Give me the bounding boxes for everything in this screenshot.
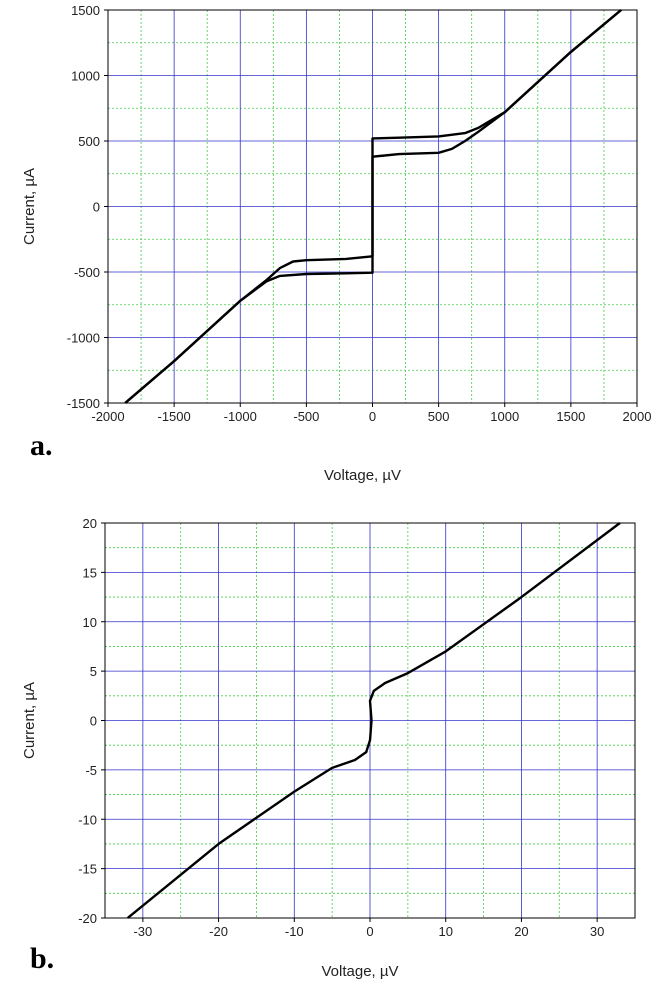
panel-label: b.	[30, 942, 54, 975]
x-tick-label: -10	[285, 924, 304, 939]
iv-curve	[126, 522, 621, 919]
y-tick-label: 1500	[71, 3, 100, 18]
y-tick-label: 5	[90, 664, 97, 679]
y-tick-label: 0	[90, 714, 97, 729]
x-tick-label: -2000	[91, 409, 124, 424]
x-tick-label: -30	[133, 924, 152, 939]
x-tick-label: -20	[209, 924, 228, 939]
y-tick-label: -15	[78, 862, 97, 877]
x-tick-label: -1500	[158, 409, 191, 424]
plot-frame	[104, 522, 636, 919]
x-tick-label: 0	[366, 924, 373, 939]
x-tick-label: -1000	[224, 409, 257, 424]
x-tick-label: 30	[590, 924, 604, 939]
y-tick-label: 10	[83, 615, 97, 630]
y-tick-label: 20	[83, 516, 97, 531]
x-axis-label: Voltage, µV	[324, 467, 401, 484]
y-tick-label: 1000	[71, 69, 100, 84]
x-tick-label: 500	[428, 409, 450, 424]
y-axis-label: Current, µA	[21, 168, 38, 245]
x-tick-label: 2000	[623, 409, 652, 424]
iv-curve	[124, 9, 622, 404]
y-tick-label: -10	[78, 812, 97, 827]
x-tick-label: -500	[293, 409, 319, 424]
plot-frame	[107, 9, 638, 404]
x-tick-label: 1000	[490, 409, 519, 424]
x-tick-label: 20	[514, 924, 528, 939]
y-tick-label: -5	[85, 763, 97, 778]
x-tick-label: 1500	[556, 409, 585, 424]
panel-label: a.	[30, 429, 53, 462]
y-tick-label: 15	[83, 565, 97, 580]
y-tick-label: -500	[74, 265, 100, 280]
y-tick-label: -1500	[67, 396, 100, 411]
y-tick-label: 0	[93, 200, 100, 215]
y-tick-label: 500	[78, 134, 100, 149]
x-tick-label: 10	[438, 924, 452, 939]
x-tick-label: 0	[369, 409, 376, 424]
y-tick-label: -1000	[67, 331, 100, 346]
y-tick-label: -20	[78, 911, 97, 926]
x-axis-label: Voltage, µV	[321, 963, 398, 980]
y-axis-label: Current, µA	[21, 682, 38, 759]
